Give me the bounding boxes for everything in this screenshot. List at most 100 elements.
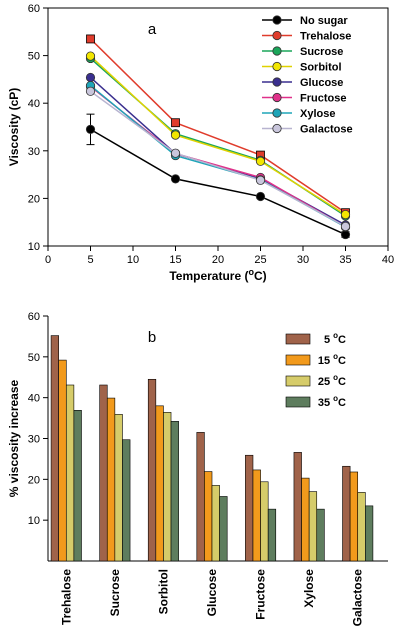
legend-swatch-5-c — [285, 333, 311, 345]
panel-a-line-chart: 0 5 10 15 20 25 30 35 40 10 20 30 40 50 60 Temperature … — [7, 3, 394, 283]
panel-label-b: b — [148, 329, 156, 346]
legend-marker-no-sugar — [272, 15, 282, 25]
data-point-sorbitol — [85, 51, 96, 61]
bar-trehalose-35-c — [73, 410, 82, 562]
legend-label-galactose: Galactose — [300, 124, 353, 136]
legend-label-no-sugar: No sugar — [300, 15, 348, 27]
category-label-sorbitol: Sorbitol — [156, 569, 170, 614]
legend-label-sucrose: Sucrose — [300, 46, 343, 58]
y-tick-label: 10 — [28, 515, 40, 527]
data-point-no-sugar — [255, 191, 266, 202]
x-tick-label: 10 — [127, 254, 139, 266]
bar-sucrose-35-c — [122, 439, 131, 562]
series-line-sorbitol — [89, 55, 346, 216]
y-tick-label: 60 — [28, 3, 40, 15]
legend-label-trehalose: Trehalose — [300, 31, 351, 43]
bar-glucose-15-c — [204, 471, 213, 562]
data-point-galactose — [340, 221, 351, 232]
legend-label-xylose: Xylose — [300, 108, 335, 120]
x-tick-label: 5 — [87, 254, 93, 266]
bar-xylose-35-c — [316, 508, 325, 562]
data-point-sorbitol — [340, 209, 351, 220]
x-tick-label: 15 — [169, 254, 181, 266]
x-tick-label: 20 — [212, 254, 224, 266]
data-point-sorbitol — [170, 130, 181, 140]
y-tick-label: 50 — [28, 51, 40, 63]
y-tick-label: 20 — [28, 474, 40, 486]
data-point-no-sugar — [340, 229, 351, 240]
legend-label-glucose: Glucose — [300, 77, 343, 89]
bar-xylose-15-c — [301, 477, 310, 562]
data-point-sorbitol — [255, 156, 266, 166]
category-label-xylose: Xylose — [302, 569, 316, 608]
category-label-fructose: Fructose — [254, 569, 268, 620]
bar-sucrose-5-c — [99, 384, 108, 562]
bar-trehalose-15-c — [58, 359, 67, 562]
data-point-no-sugar — [85, 124, 96, 134]
y-tick-label: 40 — [28, 98, 40, 110]
data-point-galactose — [255, 175, 266, 185]
bar-xylose-5-c — [293, 452, 302, 562]
legend-marker-sorbitol — [272, 61, 282, 72]
legend-label-15-c: 15 oC — [318, 352, 346, 367]
bar-fructose-5-c — [245, 454, 254, 562]
bar-sucrose-25-c — [114, 414, 123, 562]
legend-marker-xylose — [272, 108, 282, 118]
x-tick-label: 40 — [382, 254, 394, 266]
legend-label-25-c: 25 oC — [318, 373, 346, 388]
y-tick-label: 50 — [28, 352, 40, 364]
legend-swatch-35-c — [285, 396, 311, 408]
x-tick-label: 25 — [254, 254, 266, 266]
legend-swatch-15-c — [285, 354, 311, 366]
data-point-no-sugar — [170, 174, 181, 184]
bar-galactose-15-c — [349, 471, 359, 562]
bar-fructose-35-c — [267, 508, 277, 562]
bar-galactose-35-c — [365, 505, 374, 562]
legend-label-35-c: 35 oC — [318, 394, 346, 409]
x-tick-label: 35 — [339, 254, 351, 266]
legend-marker-galactose — [272, 123, 282, 134]
category-label-sucrose: Sucrose — [108, 569, 122, 617]
bar-galactose-5-c — [342, 465, 351, 562]
series-line-galactose — [90, 90, 346, 228]
y-axis-label: Viscosity (cP) — [7, 88, 21, 166]
data-point-trehalose — [86, 34, 95, 44]
data-point-galactose — [85, 86, 96, 96]
x-tick-label: 0 — [45, 254, 51, 266]
y-tick-label: 20 — [28, 193, 40, 205]
legend-label-fructose: Fructose — [300, 93, 346, 105]
bar-xylose-25-c — [308, 491, 318, 562]
data-point-glucose — [85, 72, 96, 83]
y-tick-label: 40 — [28, 393, 40, 405]
bar-sorbitol-15-c — [155, 405, 164, 562]
bar-glucose-5-c — [196, 432, 205, 562]
bar-trehalose-25-c — [65, 384, 75, 562]
data-point-trehalose — [171, 118, 180, 128]
x-tick-label: 30 — [297, 254, 309, 266]
bar-trehalose-5-c — [50, 335, 59, 562]
legend-marker-sucrose — [272, 46, 282, 56]
bar-sorbitol-35-c — [170, 421, 179, 562]
category-label-glucose: Glucose — [205, 569, 219, 617]
legend-swatch-25-c — [285, 375, 311, 387]
legend-marker-glucose — [272, 77, 282, 87]
y-axis-label: % viscosity increase — [7, 379, 21, 497]
legend-marker-fructose — [272, 92, 282, 103]
legend-label-5-c: 5 oC — [324, 331, 346, 346]
bar-glucose-25-c — [211, 485, 220, 562]
legend-marker-trehalose — [272, 30, 282, 41]
category-label-trehalose: Trehalose — [59, 569, 73, 625]
x-axis-label: Temperature (oC) — [169, 267, 266, 283]
panel-b-bar-chart: 10 20 30 40 50 60 % viscosity increase b Trehalo… — [7, 311, 388, 626]
legend-label-sorbitol: Sorbitol — [300, 62, 342, 74]
series-line-no-sugar — [90, 128, 346, 236]
series-line-trehalose — [89, 38, 346, 214]
bar-sorbitol-5-c — [147, 378, 157, 562]
y-tick-label: 30 — [28, 146, 40, 158]
y-tick-label: 60 — [28, 311, 40, 323]
category-label-galactose: Galactose — [351, 569, 365, 627]
bar-sucrose-15-c — [106, 397, 116, 562]
y-tick-label: 10 — [28, 241, 40, 253]
bar-fructose-25-c — [260, 481, 269, 562]
